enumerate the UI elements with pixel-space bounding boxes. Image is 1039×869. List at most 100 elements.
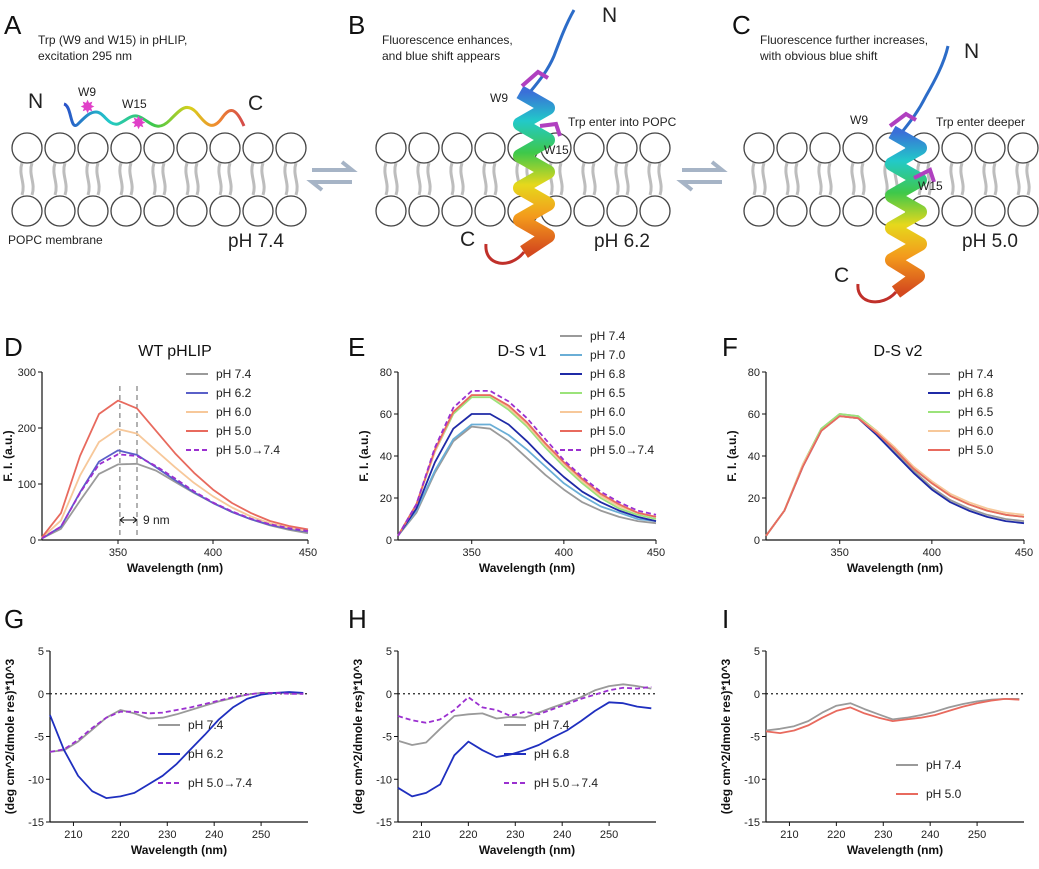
y-tick-label: 60 [380, 409, 392, 421]
x-tick-label: 230 [158, 829, 176, 841]
legend-label: pH 6.8 [534, 747, 570, 761]
lipid-head-lower [941, 195, 973, 227]
lipid-head-upper [275, 132, 307, 164]
x-axis-label: Wavelength (nm) [479, 561, 575, 575]
c-terminus-label-c: C [834, 264, 849, 287]
ph-label-b: pH 6.2 [594, 231, 650, 252]
x-tick-label: 230 [874, 829, 892, 841]
chart-title: D-S v1 [498, 343, 547, 360]
series-line [765, 698, 1020, 734]
lipid-head-lower [77, 195, 109, 227]
y-tick-label: -15 [744, 817, 760, 829]
lipid-tail [250, 162, 266, 196]
legend-label: pH 6.5 [590, 386, 626, 400]
lipid-head-lower [639, 195, 671, 227]
y-tick-label: 60 [748, 409, 760, 421]
series-line [49, 691, 304, 799]
legend-label: pH 6.8 [590, 367, 626, 381]
lipid-tail [850, 162, 866, 196]
x-tick-label: 450 [1015, 547, 1033, 559]
lipid-tail [217, 162, 233, 196]
y-tick-label: -10 [744, 774, 760, 786]
panel-b-note-line2: and blue shift appears [382, 49, 500, 63]
legend-label: pH 5.0→7.4 [534, 776, 598, 790]
series-line [41, 462, 309, 540]
lipid-tail [449, 162, 465, 196]
lipid-tail [151, 162, 167, 196]
series-line [41, 428, 309, 539]
series-line [397, 425, 657, 537]
y-tick-label: 300 [18, 367, 36, 379]
y-tick-label: 0 [754, 535, 760, 547]
lipid-tail [1015, 162, 1031, 196]
legend-label: pH 6.0 [216, 405, 252, 419]
lipid-head-lower [275, 195, 307, 227]
legend-label: pH 5.0 [216, 424, 252, 438]
x-tick-label: 220 [459, 829, 477, 841]
lipid-head-upper [573, 132, 605, 164]
x-tick-label: 220 [827, 829, 845, 841]
chart-e: E D-S v1 0 20 40 60 80 350 400 450 Wavelength (nm)… [348, 329, 665, 575]
panel-b-note-line1: Fluorescence enhances, [382, 33, 513, 47]
lipid-head-lower [110, 195, 142, 227]
lipid-head-lower [809, 195, 841, 227]
y-tick-label: 80 [380, 367, 392, 379]
x-tick-label: 400 [923, 547, 941, 559]
series-line [397, 701, 652, 798]
legend-label: pH 7.4 [958, 367, 994, 381]
lipid-head-lower [408, 195, 440, 227]
legend-label: pH 7.4 [926, 758, 962, 772]
legend-label: pH 6.0 [958, 424, 994, 438]
peptide-c-tail-b [484, 243, 526, 265]
y-tick-label: -15 [28, 817, 44, 829]
series-line [397, 683, 652, 746]
lipid-tail [19, 162, 35, 196]
w15-label-c: W15 [918, 179, 943, 193]
lipid-head-upper [974, 132, 1006, 164]
x-tick-label: 450 [299, 547, 317, 559]
lipid-head-upper [842, 132, 874, 164]
chart-title: WT pHLIP [138, 343, 212, 360]
series-line [41, 399, 309, 538]
trp-sidechains-c [888, 111, 936, 183]
panel-label: E [348, 332, 365, 362]
panel-a-note-line2: excitation 295 nm [38, 49, 132, 63]
schematic-panel-a: A Trp (W9 and W15) in pHLIP, excitation … [4, 10, 307, 252]
y-tick-label: 200 [18, 423, 36, 435]
equilibrium-arrow-ab [306, 160, 358, 192]
lipid-tail [784, 162, 800, 196]
series-line [41, 453, 309, 540]
x-axis-label: Wavelength (nm) [847, 561, 943, 575]
shift-arrow [119, 516, 138, 524]
panel-label-c: C [732, 10, 751, 40]
chart-title: D-S v2 [874, 343, 923, 360]
helix-b [513, 85, 555, 258]
legend-label: pH 6.0 [590, 405, 626, 419]
x-tick-label: 210 [64, 829, 82, 841]
lipid-tail [52, 162, 68, 196]
x-tick-label: 350 [463, 547, 481, 559]
legend-label: pH 5.0 [958, 443, 994, 457]
y-tick-label: 5 [386, 646, 392, 658]
x-tick-label: 350 [109, 547, 127, 559]
legend-label: pH 6.2 [216, 386, 252, 400]
lipid-tail [949, 162, 965, 196]
x-tick-label: 450 [647, 547, 665, 559]
legend-label: pH 7.4 [534, 718, 570, 732]
lipid-head-upper [743, 132, 775, 164]
y-tick-label: -5 [750, 732, 760, 744]
lipid-tail [751, 162, 767, 196]
lipid-head-upper [242, 132, 274, 164]
trp-note-c: Trp enter deeper [936, 115, 1025, 129]
legend-label: pH 5.0 [926, 787, 962, 801]
x-axis-label: Wavelength (nm) [131, 843, 227, 857]
y-tick-label: 0 [38, 689, 44, 701]
w15-label-a: W15 [122, 97, 147, 111]
legend-label: pH 6.2 [188, 747, 224, 761]
lipid-tail [184, 162, 200, 196]
legend-label: pH 5.0→7.4 [590, 443, 654, 457]
lipid-tail [482, 162, 498, 196]
lipid-head-upper [1007, 132, 1039, 164]
x-axis-label: Wavelength (nm) [847, 843, 943, 857]
